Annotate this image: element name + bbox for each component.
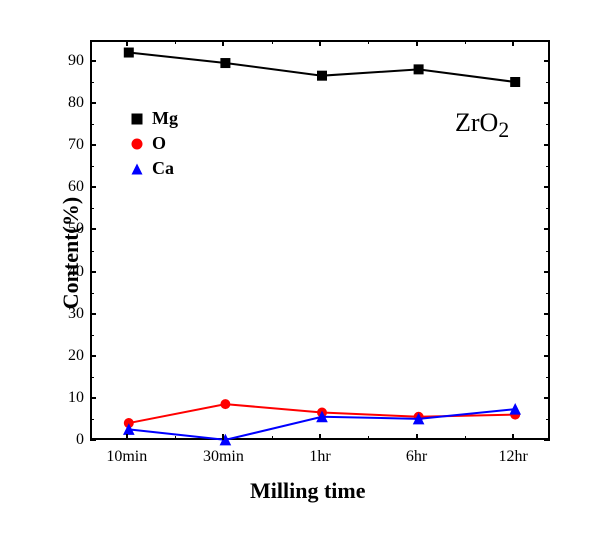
- x-minor-tick: [175, 436, 176, 440]
- x-minor-tick: [272, 40, 273, 44]
- x-tick: [222, 434, 224, 440]
- series-marker-O: [221, 400, 230, 409]
- series-marker-Mg: [124, 48, 133, 57]
- y-tick: [90, 271, 96, 273]
- y-tick: [544, 186, 550, 188]
- annotation-main: ZrO: [455, 108, 498, 137]
- x-tick: [319, 40, 321, 46]
- y-tick: [90, 355, 96, 357]
- y-tick: [90, 397, 96, 399]
- legend-row-Mg: Mg: [130, 108, 178, 129]
- y-tick: [90, 102, 96, 104]
- x-minor-tick: [368, 40, 369, 44]
- y-minor-tick: [546, 251, 550, 252]
- y-minor-tick: [546, 335, 550, 336]
- y-tick: [544, 144, 550, 146]
- y-minor-tick: [546, 419, 550, 420]
- y-tick: [544, 60, 550, 62]
- y-tick: [90, 60, 96, 62]
- x-minor-tick: [368, 436, 369, 440]
- y-minor-tick: [90, 124, 94, 125]
- y-tick-label: 70: [50, 136, 84, 154]
- y-tick: [544, 228, 550, 230]
- y-tick: [90, 144, 96, 146]
- y-minor-tick: [90, 419, 94, 420]
- series-marker-Mg: [318, 71, 327, 80]
- legend: Mg O Ca: [130, 108, 178, 183]
- y-minor-tick: [546, 82, 550, 83]
- y-minor-tick: [546, 293, 550, 294]
- y-tick-label: 60: [50, 178, 84, 196]
- y-tick: [544, 355, 550, 357]
- y-minor-tick: [546, 377, 550, 378]
- x-tick-label: 30min: [203, 448, 244, 466]
- y-tick: [90, 313, 96, 315]
- x-minor-tick: [465, 436, 466, 440]
- legend-marker-icon: [130, 112, 144, 126]
- series-marker-Mg: [221, 59, 230, 68]
- y-minor-tick: [90, 208, 94, 209]
- y-tick: [544, 271, 550, 273]
- plot-area: [90, 40, 550, 440]
- y-tick-label: 90: [50, 52, 84, 70]
- x-tick-label: 1hr: [309, 448, 330, 466]
- y-minor-tick: [546, 40, 550, 41]
- y-tick: [544, 313, 550, 315]
- x-minor-tick: [465, 40, 466, 44]
- x-tick-label: 6hr: [406, 448, 427, 466]
- y-tick-label: 20: [50, 347, 84, 365]
- x-tick: [126, 434, 128, 440]
- y-axis-label: Content(%): [58, 197, 84, 309]
- legend-marker-icon: [130, 162, 144, 176]
- y-minor-tick: [90, 82, 94, 83]
- annotation-sub: 2: [498, 118, 509, 142]
- y-tick: [90, 186, 96, 188]
- y-minor-tick: [90, 335, 94, 336]
- x-tick: [126, 40, 128, 46]
- y-minor-tick: [90, 40, 94, 41]
- y-tick-label: 0: [50, 431, 84, 449]
- legend-marker-icon: [130, 137, 144, 151]
- x-tick: [416, 40, 418, 46]
- legend-row-Ca: Ca: [130, 158, 178, 179]
- x-minor-tick: [175, 40, 176, 44]
- legend-label: O: [152, 133, 166, 154]
- y-tick: [544, 102, 550, 104]
- y-tick: [90, 228, 96, 230]
- y-tick: [90, 439, 96, 441]
- series-marker-Mg: [511, 78, 520, 87]
- x-minor-tick: [272, 436, 273, 440]
- y-minor-tick: [90, 166, 94, 167]
- x-axis-label: Milling time: [250, 478, 365, 504]
- y-minor-tick: [546, 124, 550, 125]
- legend-label: Ca: [152, 158, 174, 179]
- y-tick-label: 80: [50, 94, 84, 112]
- chart-container: 0102030405060708090 10min30min1hr6hr12hr…: [0, 0, 608, 536]
- legend-label: Mg: [152, 108, 178, 129]
- y-tick: [544, 397, 550, 399]
- y-minor-tick: [90, 251, 94, 252]
- series-svg: [92, 42, 552, 442]
- x-tick: [416, 434, 418, 440]
- x-tick: [222, 40, 224, 46]
- x-tick: [319, 434, 321, 440]
- legend-row-O: O: [130, 133, 178, 154]
- x-tick-label: 12hr: [499, 448, 528, 466]
- x-tick: [512, 40, 514, 46]
- y-tick: [544, 439, 550, 441]
- y-minor-tick: [546, 208, 550, 209]
- x-tick-label: 10min: [106, 448, 147, 466]
- y-tick-label: 10: [50, 389, 84, 407]
- y-minor-tick: [546, 166, 550, 167]
- y-minor-tick: [90, 377, 94, 378]
- y-minor-tick: [90, 293, 94, 294]
- x-tick: [512, 434, 514, 440]
- annotation-label: ZrO2: [455, 108, 509, 143]
- series-marker-Mg: [414, 65, 423, 74]
